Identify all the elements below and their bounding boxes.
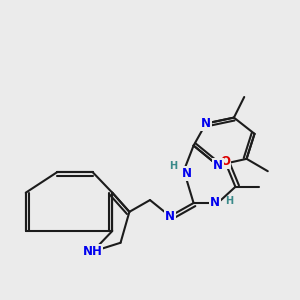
Text: N: N	[213, 159, 223, 172]
Text: N: N	[182, 167, 192, 180]
Text: H: H	[225, 196, 233, 206]
Text: N: N	[201, 117, 211, 130]
Text: H: H	[169, 161, 178, 171]
Text: NH: NH	[82, 245, 103, 258]
Text: N: N	[165, 210, 175, 223]
Text: O: O	[220, 155, 230, 168]
Text: N: N	[210, 196, 220, 209]
